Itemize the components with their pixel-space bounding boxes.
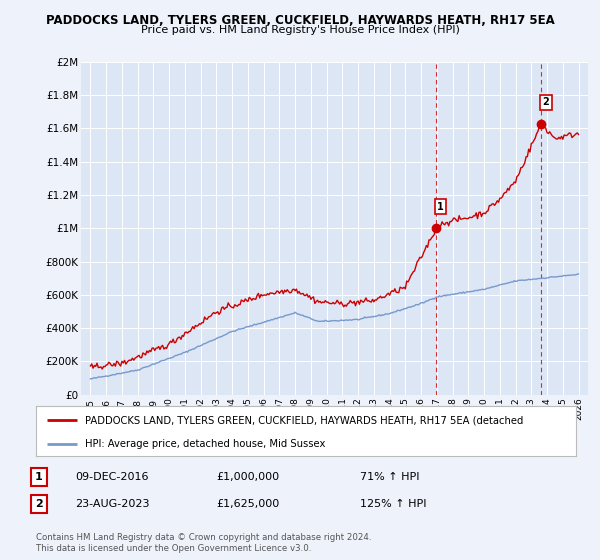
Text: 2: 2 [35,499,43,509]
Text: 1: 1 [437,202,444,212]
Text: PADDOCKS LAND, TYLERS GREEN, CUCKFIELD, HAYWARDS HEATH, RH17 5EA (detached: PADDOCKS LAND, TYLERS GREEN, CUCKFIELD, … [85,415,523,425]
Text: HPI: Average price, detached house, Mid Sussex: HPI: Average price, detached house, Mid … [85,439,325,449]
Text: 71% ↑ HPI: 71% ↑ HPI [360,472,419,482]
Text: 2: 2 [543,97,550,108]
Text: Contains HM Land Registry data © Crown copyright and database right 2024.
This d: Contains HM Land Registry data © Crown c… [36,533,371,553]
Text: £1,625,000: £1,625,000 [216,499,279,509]
Text: Price paid vs. HM Land Registry's House Price Index (HPI): Price paid vs. HM Land Registry's House … [140,25,460,35]
Text: 23-AUG-2023: 23-AUG-2023 [75,499,149,509]
Text: 1: 1 [35,472,43,482]
Text: £1,000,000: £1,000,000 [216,472,279,482]
Text: 125% ↑ HPI: 125% ↑ HPI [360,499,427,509]
Text: 09-DEC-2016: 09-DEC-2016 [75,472,149,482]
Text: PADDOCKS LAND, TYLERS GREEN, CUCKFIELD, HAYWARDS HEATH, RH17 5EA: PADDOCKS LAND, TYLERS GREEN, CUCKFIELD, … [46,14,554,27]
